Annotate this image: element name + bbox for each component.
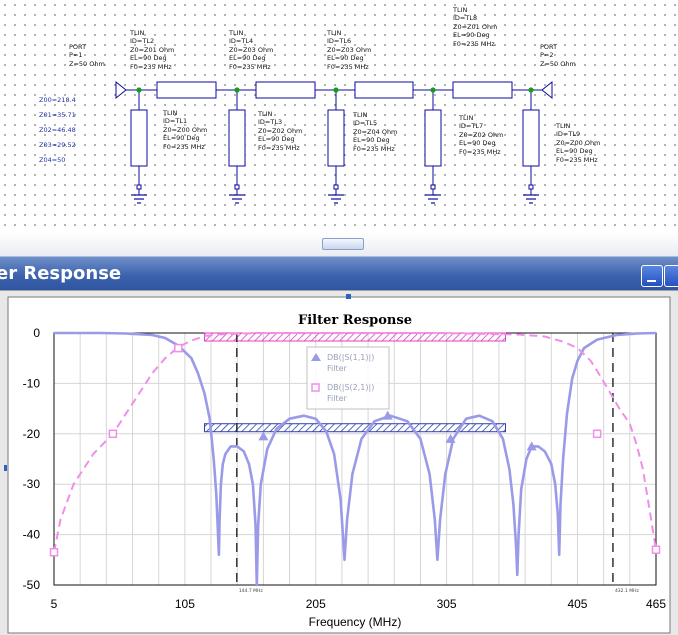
legend-series-source-1: Filter <box>327 364 348 373</box>
y-tick-label: -40 <box>23 528 41 542</box>
series-line-body-4 <box>452 81 513 99</box>
marker-label-1: 144.7 MHz <box>239 588 264 594</box>
junction-node <box>430 87 436 93</box>
series-line-2 <box>53 332 657 553</box>
equation-z01[interactable]: Z01=35.71 <box>39 111 76 119</box>
series-line-body-2 <box>255 81 316 99</box>
window-title: er Response <box>0 263 122 284</box>
stub-body-4 <box>424 109 442 167</box>
schematic-canvas[interactable]: PORT P=1 Z=50 Ohm PORT P=2 Z=50 Ohm TLIN… <box>0 0 678 255</box>
maximize-button[interactable] <box>664 265 678 287</box>
junction-node <box>234 87 240 93</box>
s21-marker <box>651 545 661 554</box>
legend-series-name-1: DB(|S(1,1)|) <box>327 353 374 362</box>
legend-marker-2 <box>311 383 320 392</box>
x-axis-label: Frequency (MHz) <box>309 615 402 629</box>
tl2-label[interactable]: TLIN ID=TL2 Z0=Z01 Ohm EL=90 Deg F0=235 … <box>130 29 175 71</box>
stub-body-5 <box>522 109 540 167</box>
legend-series-source-2: Filter <box>327 394 348 403</box>
y-tick-label: -20 <box>23 427 41 441</box>
tl1-label[interactable]: TLIN ID=TL1 Z0=Z00 Ohm EL=90 Deg F0=235 … <box>163 109 208 151</box>
x-tick-label: 305 <box>437 597 457 611</box>
port2-label[interactable]: PORT P=2 Z=50 Ohm <box>540 43 576 68</box>
series-line-body-1 <box>156 81 217 99</box>
x-tick-label: 105 <box>175 597 195 611</box>
node-square <box>430 184 436 190</box>
legend-series-name-2: DB(|S(2,1)|) <box>327 383 374 392</box>
graph-window[interactable]: Filter Response Frequency (MHz) 5 105 205 305… <box>0 290 678 635</box>
y-tick-label: 0 <box>33 326 40 340</box>
port2-symbol <box>541 80 553 100</box>
s11-marker <box>258 431 269 441</box>
node-square <box>333 184 339 190</box>
splitter-grip[interactable] <box>322 238 364 250</box>
tl7-label[interactable]: TLIN ID=TL7 Z0=Z02 Ohm EL=90 Deg F0=235 … <box>459 114 504 156</box>
s21-marker <box>592 429 602 439</box>
x-tick-label: 465 <box>646 597 666 611</box>
tl4-label[interactable]: TLIN ID=TL4 Z0=Z03 Ohm EL=90 Deg F0=235 … <box>229 29 274 71</box>
y-tick-label: -50 <box>23 578 41 592</box>
s21-marker <box>49 547 59 557</box>
equation-z04[interactable]: Z04=50 <box>39 156 66 164</box>
stub-body-3 <box>327 109 345 167</box>
pane-splitter[interactable] <box>0 232 678 256</box>
equation-z02[interactable]: Z02=46.48 <box>39 126 76 134</box>
s11-marker <box>445 433 456 443</box>
junction-node <box>528 87 534 93</box>
legend-box <box>306 346 390 410</box>
minimize-button[interactable] <box>641 265 663 287</box>
s11-marker <box>382 410 393 420</box>
tl5-label[interactable]: TLIN ID=TL5 Z0=Z04 Ohm EL=90 Deg F0=235 … <box>353 111 398 153</box>
resize-handle <box>4 465 7 471</box>
goal-band-2 <box>204 423 506 433</box>
tl3-label[interactable]: TLIN ID=TL3 Z0=Z02 Ohm EL=90 Deg F0=235 … <box>258 110 303 152</box>
series-line-body-3 <box>354 81 414 99</box>
tl8-label[interactable]: TLIN ID=TL8 Z0=Z01 Ohm EL=90 Deg F0=235 … <box>453 6 498 48</box>
node-square <box>136 184 142 190</box>
y-tick-label: -30 <box>23 477 41 491</box>
graph-window-titlebar[interactable]: er Response <box>0 256 678 291</box>
node-square <box>528 184 534 190</box>
filter-response-chart[interactable]: Filter Response Frequency (MHz) 5 105 205 305… <box>0 291 678 635</box>
series-line-1 <box>54 331 657 587</box>
equation-z03[interactable]: Z03=29.52 <box>39 141 76 149</box>
stub-body-1 <box>130 109 148 167</box>
port1-label[interactable]: PORT P=1 Z=50 Ohm <box>69 43 105 68</box>
legend-marker-1 <box>311 353 321 361</box>
junction-node <box>333 87 339 93</box>
chart-legend: DB(|S(1,1)|) Filter DB(|S(2,1)|) Filter <box>306 346 390 410</box>
s21-marker <box>174 343 183 353</box>
x-tick-label: 205 <box>306 597 326 611</box>
y-tick-label: -10 <box>23 376 41 390</box>
s21-marker <box>108 429 118 439</box>
x-tick-label: 405 <box>567 597 587 611</box>
minimize-icon <box>647 280 656 282</box>
tl6-label[interactable]: TLIN ID=TL6 Z0=Z03 Ohm EL=90 Deg F0=235 … <box>327 29 372 71</box>
schematic-wiring <box>115 80 553 204</box>
marker-label-2: 432.1 MHz <box>615 588 640 594</box>
s11-marker <box>526 441 537 451</box>
stub-body-2 <box>228 109 246 167</box>
node-square <box>234 184 240 190</box>
tl9-label[interactable]: TLIN ID=TL9 Z0=Z00 Ohm EL=90 Deg F0=235 … <box>556 122 601 164</box>
chart-title: Filter Response <box>298 313 412 328</box>
equation-z00[interactable]: Z00=218.4 <box>39 96 76 104</box>
port1-symbol <box>115 80 127 100</box>
resize-handle <box>346 294 351 299</box>
junction-node <box>136 87 142 93</box>
x-tick-label: 5 <box>51 597 58 611</box>
